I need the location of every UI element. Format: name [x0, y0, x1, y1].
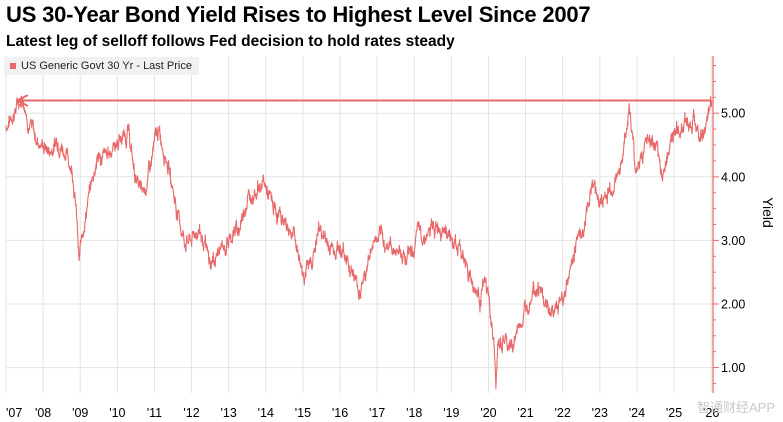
arrow-head: [16, 94, 29, 107]
gridlines: [5, 56, 713, 393]
x-tick-label: '08: [35, 406, 51, 420]
x-tick-label: '10: [109, 406, 125, 420]
chart-title: US 30-Year Bond Yield Rises to Highest L…: [6, 2, 591, 27]
x-tick-label: '12: [183, 406, 199, 420]
legend: US Generic Govt 30 Yr - Last Price: [4, 57, 199, 75]
x-tick-label: '21: [517, 406, 533, 420]
x-tick-label: '14: [258, 406, 274, 420]
series-group: [5, 95, 712, 390]
legend-swatch: [10, 63, 16, 69]
x-tick-label: '07: [6, 406, 22, 420]
x-tick-label: '19: [443, 406, 459, 420]
x-tick-label: '26: [703, 406, 719, 420]
arrow-annotation: [16, 94, 713, 107]
x-tick-label: '13: [221, 406, 237, 420]
chart-subtitle: Latest leg of selloff follows Fed decisi…: [6, 33, 455, 50]
y-axis-label: Yield: [760, 197, 776, 228]
y-tick-label: 2.00: [721, 297, 745, 311]
x-tick-label: '22: [555, 406, 571, 420]
watermark: 智通财经APP: [696, 400, 775, 415]
y-tick-label: 3.00: [721, 234, 745, 248]
x-tick-label: '24: [629, 406, 645, 420]
x-tick-label: '20: [480, 406, 496, 420]
x-tick-label: '18: [406, 406, 422, 420]
y-tick-label: 4.00: [721, 170, 745, 184]
y-tick-label: 5.00: [721, 107, 745, 121]
x-tick-label: '17: [369, 406, 385, 420]
series-line: [5, 95, 712, 390]
x-tick-label: '11: [147, 406, 162, 420]
x-tick-label: '09: [72, 406, 88, 420]
x-tick-label: '15: [295, 406, 311, 420]
x-tick-label: '23: [592, 406, 608, 420]
legend-label: US Generic Govt 30 Yr - Last Price: [21, 60, 192, 72]
y-tick-label: 1.00: [721, 361, 745, 375]
axes: 1.00 2.00 3.00 4.00 5.00 '07 '08 '09 '10 '11 '12 '1…: [6, 56, 745, 420]
x-tick-label: '16: [332, 406, 348, 420]
x-tick-label: '25: [666, 406, 682, 420]
